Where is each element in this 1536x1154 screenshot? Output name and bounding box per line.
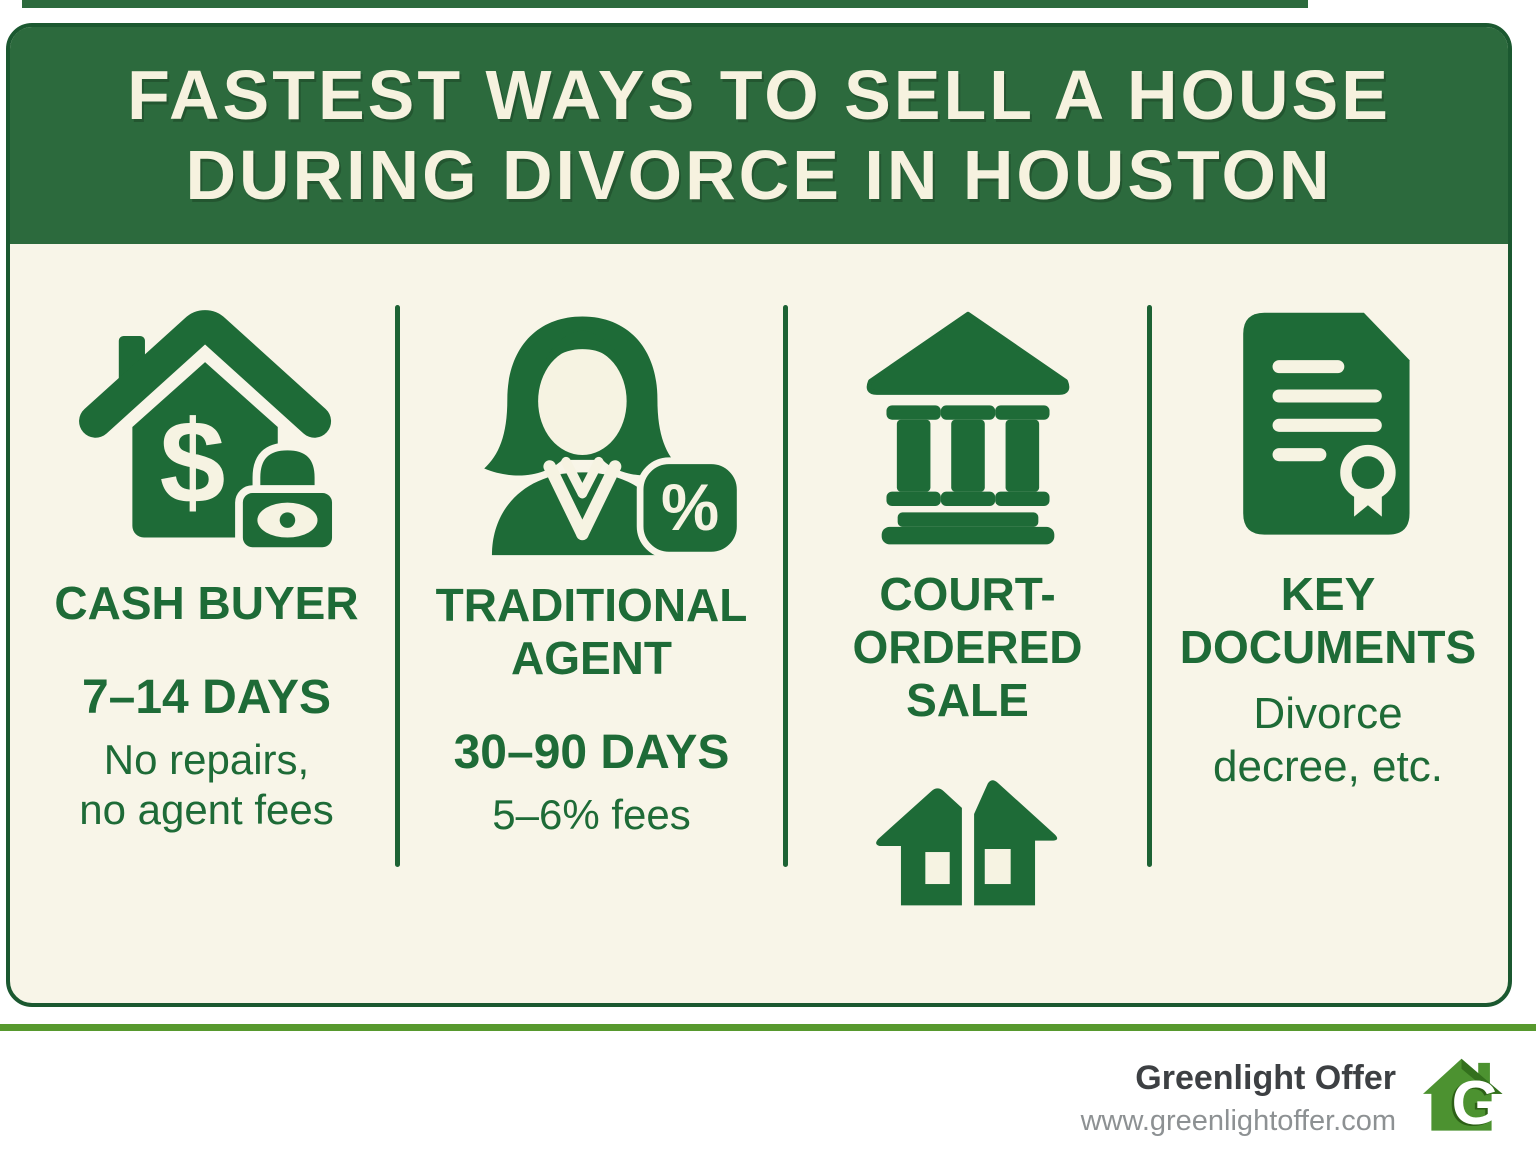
- column-cash-buyer: $ CASH BUYER 7–14 DAYS No repairs, no ag…: [18, 303, 395, 836]
- greenlight-house-logo: G G: [1423, 1058, 1503, 1140]
- footer-divider-line: [0, 1024, 1536, 1031]
- house-cash-icon: $: [78, 310, 338, 555]
- top-accent-strip: [22, 0, 1308, 8]
- cash-bundle: [234, 442, 338, 555]
- header-banner: FASTEST WAYS TO SELL A HOUSE DURING DIVO…: [10, 27, 1508, 244]
- courthouse-icon: [866, 311, 1069, 545]
- footer: Greenlight Offer www.greenlightoffer.com…: [1081, 1048, 1510, 1148]
- column-note: Divorce decree, etc.: [1213, 688, 1443, 791]
- column-note: 5–6% fees: [492, 790, 691, 838]
- column-key-documents: KEY DOCUMENTS Divorce decree, etc.: [1152, 303, 1504, 793]
- column-duration: 7–14 DAYS: [81, 670, 332, 724]
- website-url: www.greenlightoffer.com: [1080, 1104, 1396, 1137]
- percent-sign: %: [661, 471, 719, 544]
- column-court-ordered-sale: COURT- ORDERED SALE: [788, 303, 1147, 913]
- column-title: CASH BUYER: [54, 577, 359, 629]
- svg-text:G: G: [1449, 1071, 1497, 1140]
- column-note: No repairs, no agent fees: [79, 735, 334, 834]
- document-seal-icon: [1243, 312, 1410, 535]
- column-divider-3: [1147, 305, 1152, 867]
- dollar-sign: $: [159, 397, 225, 529]
- column-title: KEY DOCUMENTS: [1179, 568, 1477, 673]
- column-divider-2: [783, 305, 788, 867]
- page-title-line2: DURING DIVORCE IN HOUSTON: [185, 135, 1333, 214]
- column-title: COURT- ORDERED SALE: [852, 568, 1083, 726]
- svg-text:G: G: [1452, 1069, 1500, 1138]
- split-house-icon: [875, 779, 1057, 906]
- column-traditional-agent: % TRADITIONAL AGENT 30–90 DAYS 5–6% fees: [400, 303, 783, 840]
- column-title: TRADITIONAL AGENT: [435, 579, 748, 684]
- column-divider-1: [395, 305, 400, 867]
- content-card: FASTEST WAYS TO SELL A HOUSE DURING DIVO…: [6, 23, 1512, 1007]
- column-duration: 30–90 DAYS: [453, 725, 730, 779]
- agent-percent-icon: %: [483, 316, 744, 557]
- brand-name: Greenlight Offer: [1135, 1058, 1396, 1097]
- page-title-line1: FASTEST WAYS TO SELL A HOUSE: [127, 55, 1391, 134]
